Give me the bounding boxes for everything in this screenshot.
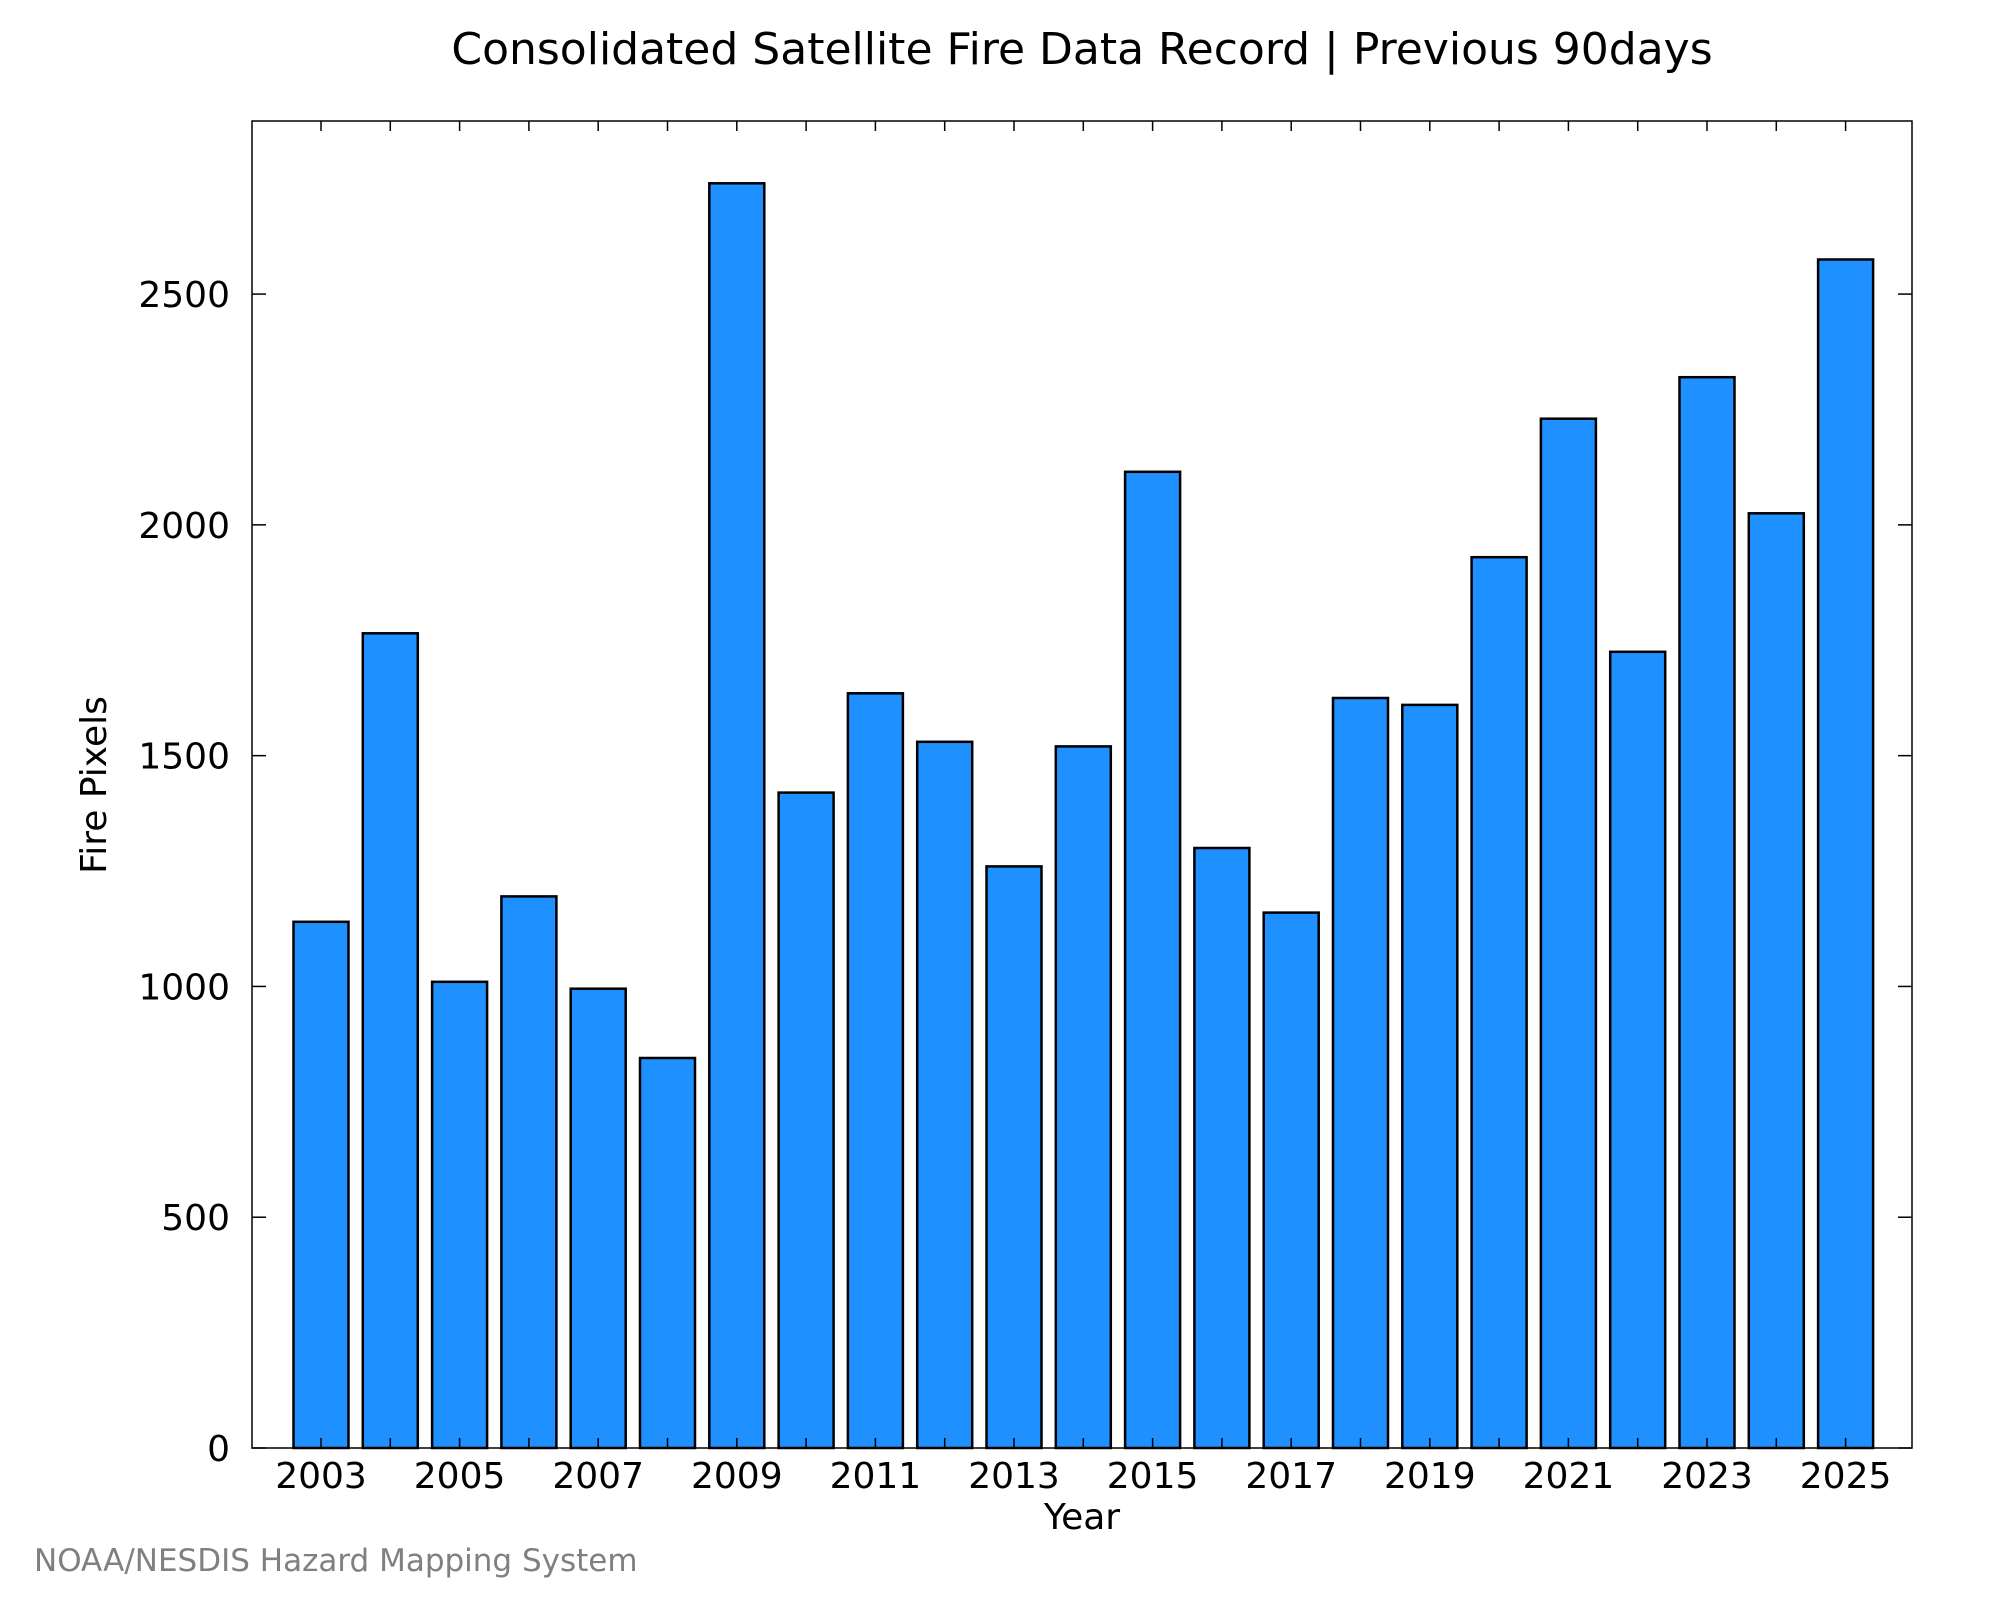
bar-2006 [500,895,558,1450]
x-tick-label: 2021 [1523,1456,1615,1497]
bar-2009 [708,182,766,1450]
x-tick-label: 2009 [691,1456,783,1497]
y-axis-label: Fire Pixels [74,696,115,874]
x-tick-label: 2005 [414,1456,506,1497]
bar-2008 [638,1056,697,1450]
x-axis-label: Year [1043,1497,1120,1538]
bar-2010 [777,791,835,1450]
x-tick-label: 2003 [275,1456,367,1497]
chart-title: Consolidated Satellite Fire Data Record … [451,24,1712,75]
bar-2024 [1747,512,1806,1450]
bar-2025 [1816,258,1875,1450]
x-tick-label: 2019 [1384,1456,1476,1497]
credit-text: NOAA/NESDIS Hazard Mapping System [34,1543,638,1579]
y-tick-label: 500 [161,1198,230,1239]
y-tick-label: 0 [207,1429,230,1470]
bar-2023 [1678,375,1736,1450]
bar-2005 [430,980,489,1450]
bar-2022 [1608,650,1667,1450]
bar-2015 [1123,470,1182,1450]
x-tick-label: 2017 [1245,1456,1337,1497]
y-tick-label: 1500 [138,737,230,778]
x-tick-label: 2023 [1661,1456,1753,1497]
bar-2020 [1470,555,1528,1450]
x-tick-label: 2011 [830,1456,922,1497]
bar-2014 [1054,745,1113,1450]
x-axis: 2003 2005 2007 2009 2011 2013 2015 2017 2019 2021… [275,121,1891,1497]
x-tick-label: 2015 [1107,1456,1199,1497]
bar-2004 [361,632,420,1450]
y-tick-label: 1000 [138,967,230,1008]
bar-2018 [1331,696,1390,1450]
bar-2011 [846,692,905,1450]
bar-2013 [985,865,1043,1450]
bar-2019 [1401,703,1459,1450]
bar-2021 [1539,417,1598,1450]
x-tick-label: 2013 [968,1456,1060,1497]
x-tick-label: 2025 [1800,1456,1892,1497]
x-tick-label: 2007 [552,1456,644,1497]
plot-area [292,182,1875,1450]
plot-frame [251,120,1913,1449]
y-axis: 0 500 1000 1500 2000 2500 [138,275,1912,1470]
y-tick-label: 2500 [138,275,230,316]
bar-2017 [1262,911,1320,1450]
bar-2016 [1193,846,1251,1450]
bar-2003 [292,920,350,1450]
bar-2012 [915,740,974,1450]
y-tick-label: 2000 [138,506,230,547]
bar-2007 [569,987,627,1450]
